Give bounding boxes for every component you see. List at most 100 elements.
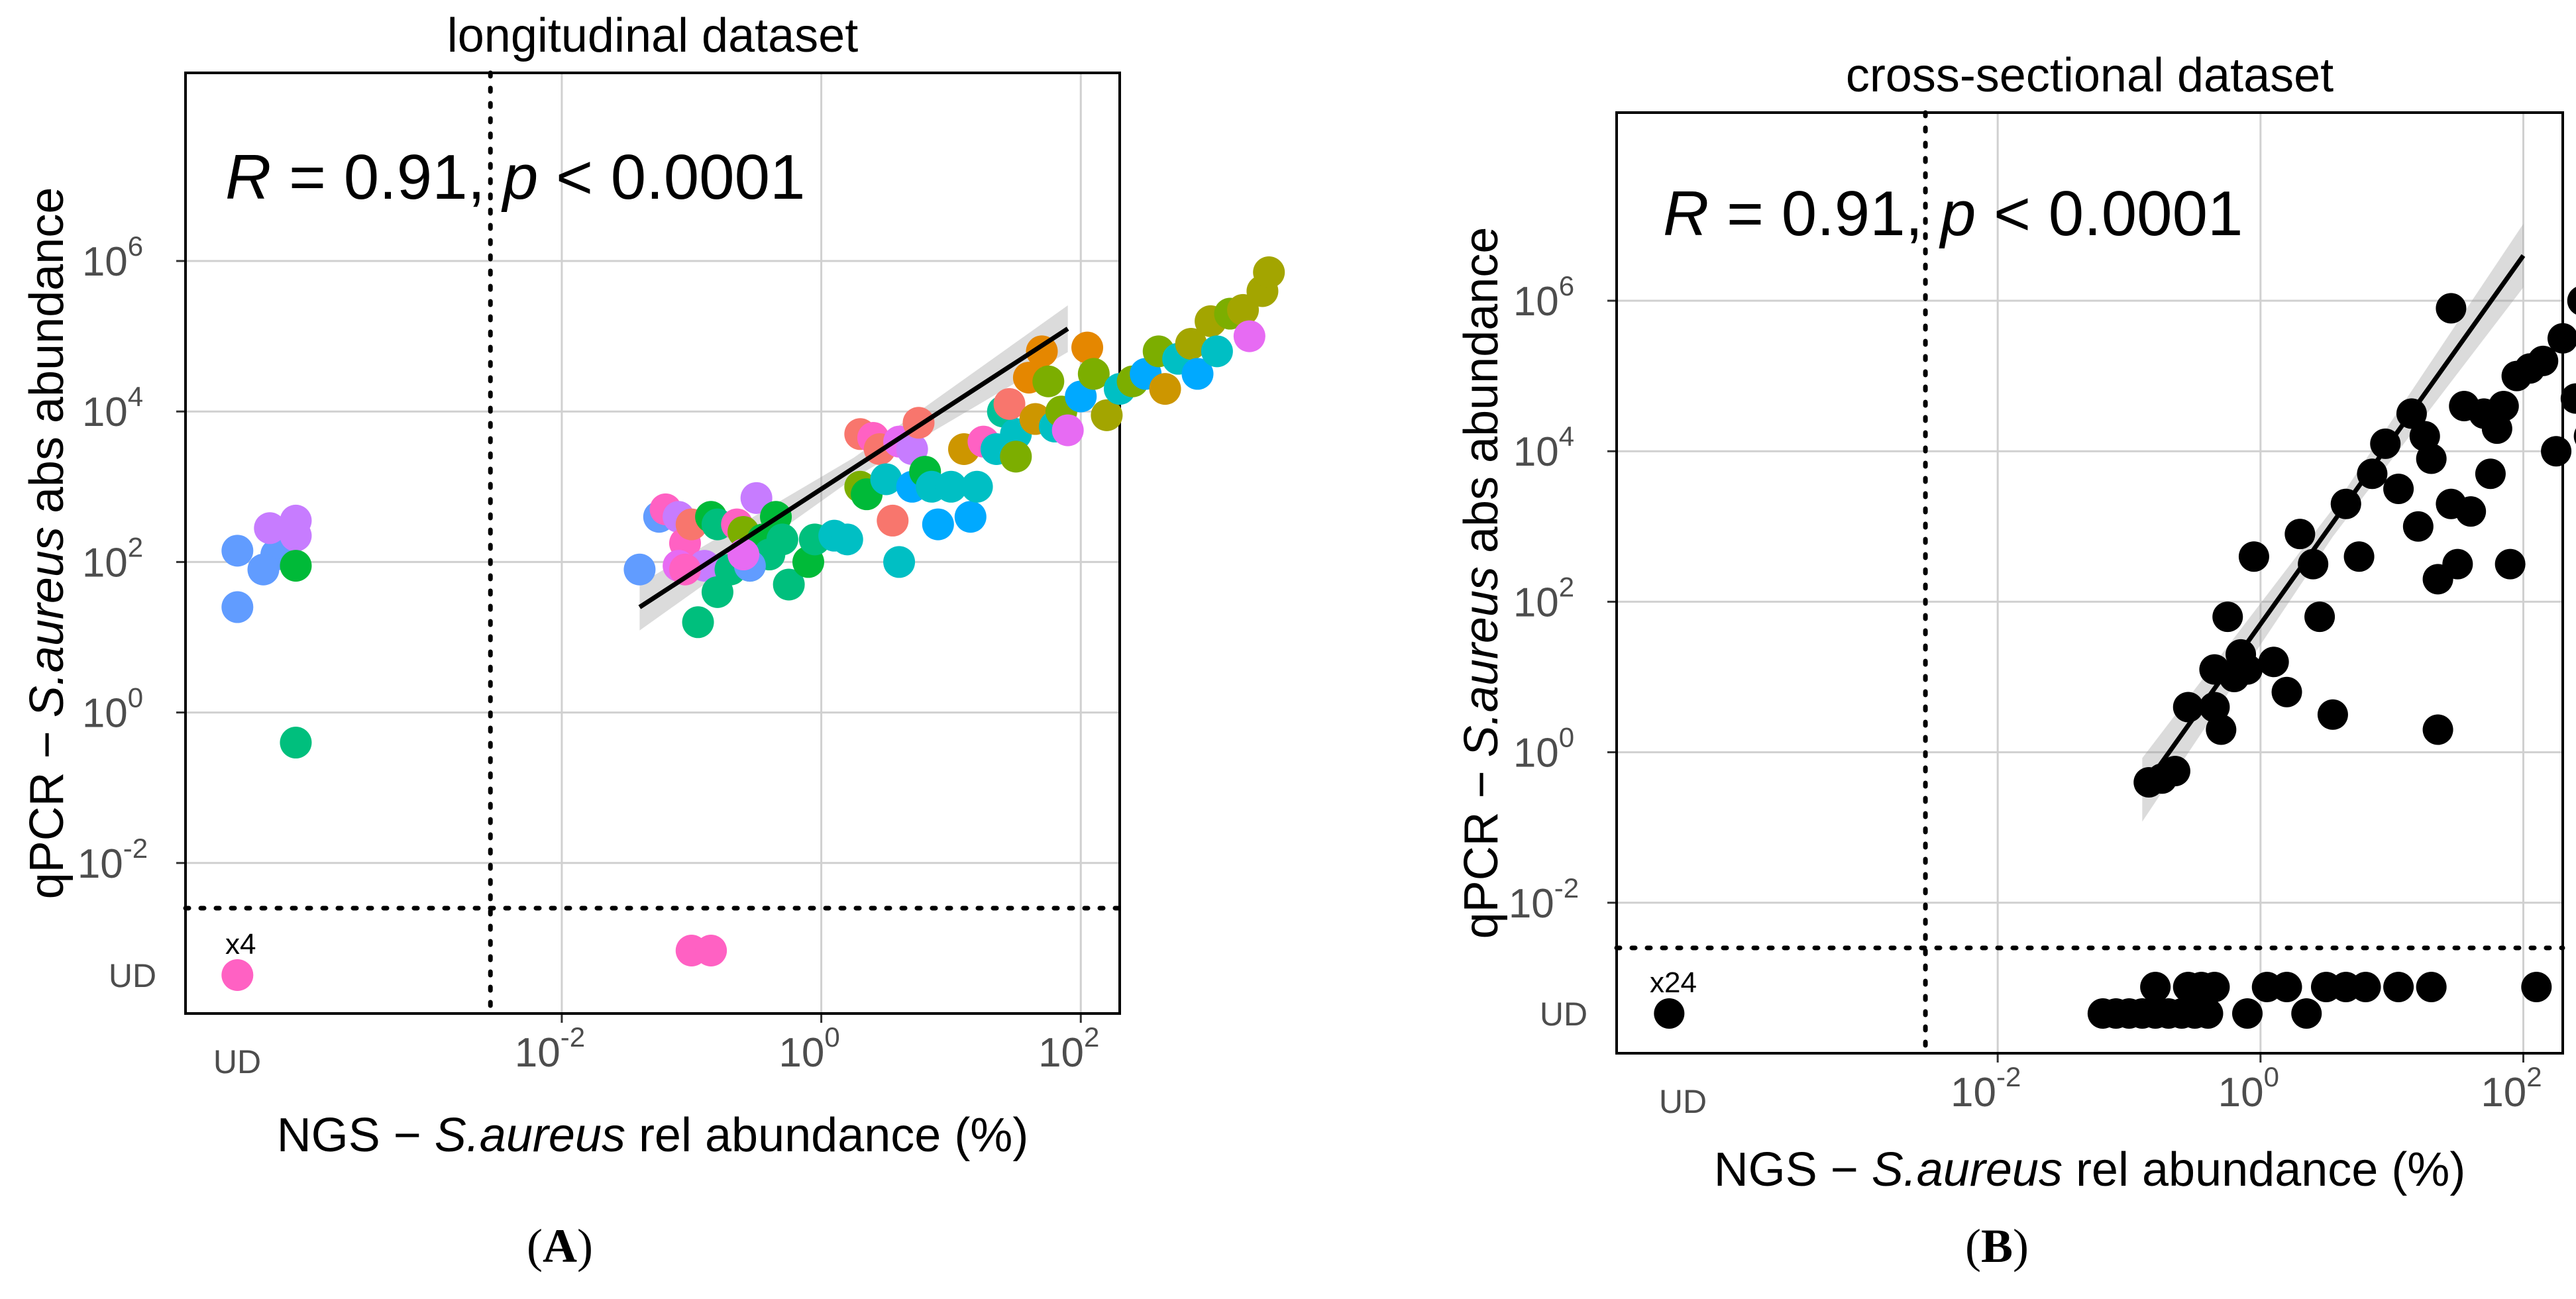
plot-frame xyxy=(1615,111,2564,1055)
data-point xyxy=(1071,331,1104,364)
data-point xyxy=(922,508,954,541)
ud-data-point xyxy=(2271,972,2302,1002)
data-point xyxy=(2528,345,2559,376)
y-axis-label: qPCR − S.aureus abs abundance xyxy=(21,187,74,900)
y-tick-label: 100 xyxy=(82,682,143,737)
data-point xyxy=(961,470,993,503)
fit-line xyxy=(638,327,1069,609)
data-point xyxy=(1000,441,1032,473)
data-point xyxy=(1026,335,1058,368)
data-point xyxy=(1181,358,1214,390)
x-tick-label: 10-2 xyxy=(515,1021,585,1076)
y-tick-label: 102 xyxy=(1513,571,1574,625)
ud-x-label: UD xyxy=(213,1043,261,1080)
data-point xyxy=(1091,399,1123,431)
y-tick-label: 104 xyxy=(82,381,143,435)
y-tick-label: 102 xyxy=(82,531,143,586)
data-point xyxy=(2402,511,2434,542)
data-point xyxy=(2304,601,2335,633)
x-tick-label: 100 xyxy=(778,1021,839,1076)
chart-panel-a: longitudinal dataset 10-2 100 102 10-2 100 102… xyxy=(21,9,1285,1273)
data-point xyxy=(254,512,286,545)
data-point xyxy=(883,546,916,578)
ud-data-point xyxy=(2199,972,2230,1002)
data-point xyxy=(221,591,254,623)
data-point xyxy=(669,553,701,586)
correlation-annotation: R = 0.91, p < 0.0001 xyxy=(1663,178,2243,249)
data-point xyxy=(2488,391,2519,422)
ud-data-point xyxy=(2383,972,2414,1002)
data-point xyxy=(2317,699,2348,730)
data-point xyxy=(2416,443,2447,474)
data-point xyxy=(2206,714,2237,745)
data-point xyxy=(831,523,863,556)
ud-y-label: UD xyxy=(109,957,156,994)
data-point xyxy=(993,388,1026,420)
data-point xyxy=(954,501,987,533)
ud-data-point xyxy=(695,935,727,966)
y-tick-label: 10-2 xyxy=(78,833,148,887)
ud-multiplier-label: x24 xyxy=(1650,966,1697,999)
data-point xyxy=(2442,548,2473,580)
data-point xyxy=(2541,436,2572,467)
y-tick-label: 106 xyxy=(1513,270,1574,325)
ud-multiplier-label: x4 xyxy=(225,928,256,961)
correlation-annotation: R = 0.91, p < 0.0001 xyxy=(225,142,805,213)
ud-data-point xyxy=(2291,998,2322,1029)
data-point xyxy=(2232,654,2263,685)
data-point xyxy=(1233,320,1265,352)
x-axis-label: NGS − S.aureus rel abundance (%) xyxy=(277,1109,1029,1162)
data-point xyxy=(2455,496,2487,527)
chart-panel-b: cross-sectional dataset 10-2 100 102 10-2 100… xyxy=(1455,49,2576,1273)
ud-data-point xyxy=(2521,972,2552,1002)
ud-data-point xyxy=(2192,998,2224,1029)
panel-label: (B) xyxy=(1965,1220,2029,1273)
x-tick-label: 100 xyxy=(2218,1061,2279,1116)
data-point xyxy=(2284,519,2316,550)
data-point xyxy=(2560,383,2576,414)
data-point xyxy=(773,568,805,601)
data-point xyxy=(280,727,312,759)
ud-y-label: UD xyxy=(1540,996,1587,1033)
data-point xyxy=(2475,458,2506,490)
chart-title: cross-sectional dataset xyxy=(1846,49,2334,102)
data-point xyxy=(935,470,967,503)
data-point xyxy=(2258,647,2289,678)
data-point xyxy=(1149,373,1181,405)
data-point xyxy=(2567,287,2576,315)
data-point xyxy=(2238,541,2269,572)
y-tick-label: 10-2 xyxy=(1509,872,1579,927)
data-point xyxy=(1077,358,1110,390)
y-tick-label: 104 xyxy=(1513,421,1574,475)
data-point xyxy=(1175,327,1207,360)
data-point xyxy=(1051,414,1084,446)
ud-data-point xyxy=(2416,972,2447,1002)
data-point xyxy=(1201,335,1233,368)
x-tick-label: 102 xyxy=(2481,1061,2542,1116)
data-point xyxy=(2159,756,2190,786)
chart-title: longitudinal dataset xyxy=(447,9,858,62)
data-point xyxy=(221,535,254,567)
y-tick-label: 100 xyxy=(1513,722,1574,776)
data-point xyxy=(1032,365,1065,397)
y-tick-label: 106 xyxy=(82,231,143,285)
data-point xyxy=(280,550,312,582)
data-point xyxy=(2495,548,2526,580)
data-point xyxy=(2548,323,2576,354)
ud-data-point xyxy=(2232,998,2263,1029)
ud-data-point xyxy=(2350,972,2381,1002)
y-axis-label: qPCR − S.aureus abs abundance xyxy=(1455,227,1508,939)
data-point xyxy=(2343,541,2375,572)
data-point xyxy=(2422,714,2453,745)
ud-data-point xyxy=(221,959,254,991)
ud-data-point xyxy=(1654,998,1685,1029)
data-point xyxy=(766,523,798,556)
data-point xyxy=(623,553,656,586)
data-point xyxy=(870,463,902,495)
ud-data-point xyxy=(2140,972,2171,1002)
data-point xyxy=(2573,428,2576,444)
data-point xyxy=(2298,548,2329,580)
data-point xyxy=(877,504,909,537)
data-point xyxy=(2383,474,2414,504)
